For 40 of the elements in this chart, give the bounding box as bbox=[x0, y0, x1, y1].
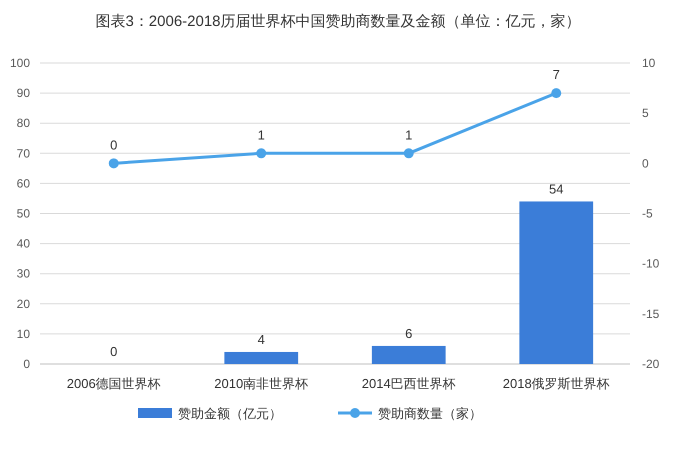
y-tick-label: 50 bbox=[16, 206, 30, 220]
y-tick-label: 70 bbox=[16, 146, 30, 160]
y2-tick-label: -5 bbox=[642, 206, 653, 220]
y-tick-label: 40 bbox=[16, 236, 30, 251]
chart-title: 图表3：2006-2018历届世界杯中国赞助商数量及金额（单位：亿元，家） bbox=[95, 13, 581, 30]
point bbox=[404, 148, 414, 158]
y-tick-label: 60 bbox=[16, 176, 30, 190]
x-tick-label: 2010南非世界杯 bbox=[214, 376, 308, 391]
y-tick-label: 90 bbox=[16, 86, 30, 100]
bar bbox=[224, 352, 298, 364]
y2-tick-label: -10 bbox=[642, 256, 660, 271]
data-label: 6 bbox=[405, 326, 412, 341]
y-tick-label: 100 bbox=[10, 56, 30, 70]
point bbox=[551, 88, 562, 98]
y-tick-label: 10 bbox=[16, 326, 30, 341]
y-tick-label: 0 bbox=[23, 357, 30, 371]
data-label: 54 bbox=[549, 181, 564, 196]
y-tick-label: 80 bbox=[16, 116, 30, 130]
point bbox=[108, 158, 119, 168]
y2-tick-label: 10 bbox=[642, 56, 656, 70]
y2-tick-label: -20 bbox=[642, 357, 660, 371]
x-tick-label: 2018俄罗斯世界杯 bbox=[502, 376, 610, 391]
y2-tick-label: 0 bbox=[642, 156, 649, 170]
data-label: 0 bbox=[110, 344, 118, 359]
data-label: 0 bbox=[110, 137, 118, 152]
y2-tick-label: -15 bbox=[642, 306, 660, 321]
y-tick-label: 30 bbox=[16, 266, 30, 281]
x-tick-label: 2014巴西世界杯 bbox=[362, 376, 456, 391]
data-label: 1 bbox=[405, 127, 412, 142]
data-label: 1 bbox=[258, 127, 265, 142]
y-tick-label: 20 bbox=[16, 296, 30, 311]
x-tick-label: 2006德国世界杯 bbox=[66, 376, 161, 391]
data-label: 4 bbox=[258, 332, 265, 347]
bar bbox=[519, 201, 594, 364]
data-label: 7 bbox=[552, 67, 560, 82]
point bbox=[256, 148, 266, 158]
legend-label: 赞助金额（亿元） bbox=[178, 406, 282, 421]
y2-tick-label: 5 bbox=[642, 106, 649, 120]
legend-label: 赞助商数量（家） bbox=[378, 406, 482, 421]
bar bbox=[372, 346, 446, 364]
